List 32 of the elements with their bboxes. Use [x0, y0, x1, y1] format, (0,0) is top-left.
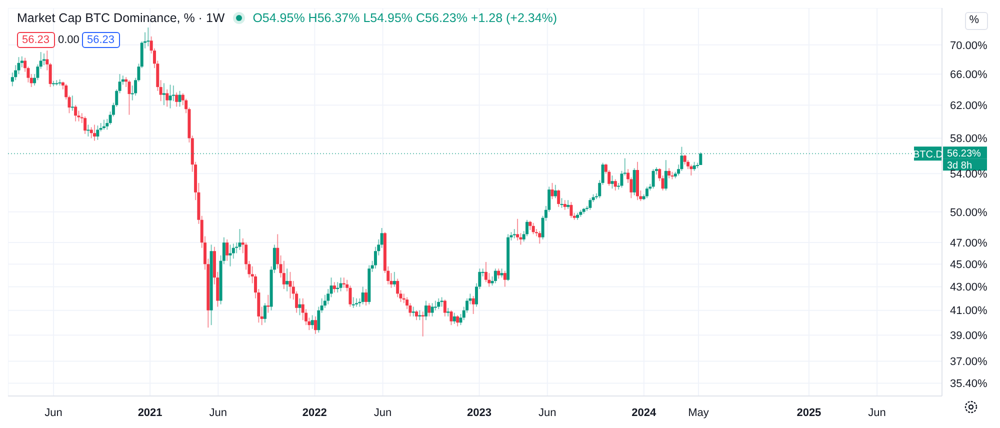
- chart-title: Market Cap BTC Dominance, % · 1W: [17, 11, 225, 25]
- y-tick-label: 35.40%: [950, 378, 988, 390]
- chart-subtitle: O54.95% H56.37% L54.95% C56.23% +1.28 (+2.34%): [252, 11, 558, 25]
- x-tick-label: May: [688, 407, 710, 419]
- x-tick-label: Jun: [209, 407, 228, 419]
- x-tick-label: 2023: [467, 407, 492, 419]
- x-tick-label: 2022: [302, 407, 327, 419]
- y-tick-label: 66.00%: [950, 68, 988, 81]
- y-tick-label: 47.00%: [950, 237, 988, 250]
- y-tick-label: 43.00%: [950, 282, 988, 294]
- y-tick-label: 45.00%: [950, 259, 988, 272]
- x-tick-label: 2021: [138, 407, 162, 419]
- x-tick-label: Jun: [868, 407, 886, 419]
- x-tick-label: Jun: [44, 407, 62, 419]
- annotation: 56.23: [82, 32, 120, 48]
- candlestick: [534, 228, 538, 237]
- y-tick-label: 37.00%: [950, 356, 988, 368]
- text: 56.23%: [947, 148, 982, 160]
- text: %: [965, 12, 988, 30]
- y-tick-label: 70.00%: [950, 40, 988, 52]
- annotation: 56.23: [17, 32, 55, 48]
- annotation: 0.00: [58, 34, 80, 46]
- y-tick-label: 50.00%: [950, 206, 988, 219]
- y-tick-label: 41.00%: [950, 305, 988, 318]
- x-tick-label: 2024: [632, 407, 658, 419]
- x-tick-label: Jun: [374, 407, 392, 419]
- y-tick-label: 39.00%: [950, 330, 988, 342]
- y-tick-label: 58.00%: [950, 133, 988, 146]
- x-tick-label: Jun: [538, 407, 556, 419]
- x-tick-label: 2025: [796, 407, 822, 419]
- y-tick-label: 54.00%: [950, 168, 988, 181]
- y-tick-label: 62.00%: [950, 100, 988, 112]
